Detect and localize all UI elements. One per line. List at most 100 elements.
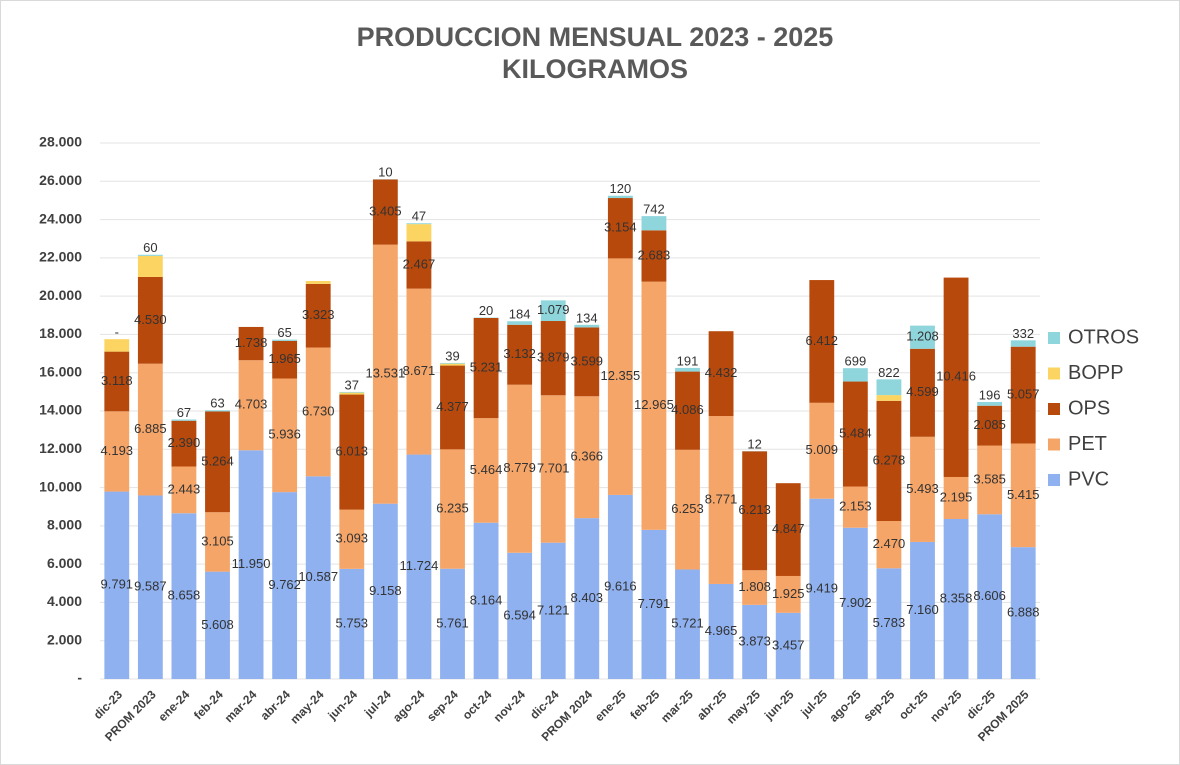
- bar-segment: [406, 241, 432, 289]
- bar-segment: [272, 378, 298, 493]
- bar-segment: [809, 498, 835, 679]
- data-label: 2.195: [940, 489, 973, 504]
- bar-segment: [205, 512, 230, 572]
- bar-segment: [137, 363, 163, 496]
- bar-segment: [910, 436, 935, 542]
- data-label: 5.264: [201, 453, 234, 468]
- bar-segment: [238, 450, 264, 679]
- bar-segment: [641, 230, 667, 282]
- bar-segment: [977, 514, 1003, 679]
- bar-segment: [507, 552, 533, 679]
- legend-swatch: [1048, 474, 1060, 486]
- bar-segment: [876, 568, 902, 679]
- bar-segment: [910, 348, 935, 437]
- bar-segment: [708, 331, 734, 417]
- data-label: 5.415: [1007, 487, 1040, 502]
- bar-segment: [272, 339, 298, 341]
- data-label: 4.086: [671, 402, 704, 417]
- bar-segment: [1010, 443, 1036, 548]
- bar-segment: [540, 395, 566, 543]
- bar-segment: [440, 362, 465, 364]
- bar-segment: [809, 280, 835, 403]
- bar-segment: [440, 365, 465, 450]
- y-tick-label: 26.000: [39, 172, 82, 188]
- bar-segment: [205, 571, 230, 679]
- y-tick-label: 18.000: [39, 325, 82, 341]
- bar-segment: [540, 542, 566, 679]
- data-label: 4.965: [705, 623, 738, 638]
- data-label: 10.416: [936, 369, 976, 384]
- bar-segment: [406, 223, 432, 225]
- bar-segment: [607, 258, 633, 495]
- bar-segment: [339, 391, 365, 393]
- bar-segment: [238, 326, 264, 361]
- data-label: 3.323: [302, 307, 335, 322]
- data-label: 822: [878, 365, 900, 380]
- data-label: 9.587: [134, 579, 167, 594]
- data-label: 8.658: [168, 588, 201, 603]
- data-label: 4.377: [436, 399, 469, 414]
- bar-segment: [742, 451, 768, 571]
- bar-segment: [675, 371, 700, 450]
- data-label: 1.808: [738, 579, 771, 594]
- y-tick-label: 10.000: [39, 478, 82, 494]
- data-label: 2.153: [839, 499, 872, 514]
- data-label: 5.231: [470, 359, 503, 374]
- bar-segment: [842, 381, 868, 487]
- bar-segment: [440, 568, 465, 679]
- data-label: 699: [845, 354, 867, 369]
- data-label: 13.531: [365, 366, 405, 381]
- y-tick-label: 8.000: [47, 517, 82, 533]
- legend-swatch: [1048, 367, 1060, 380]
- data-label: 5.936: [268, 427, 301, 442]
- data-label: 2.683: [638, 247, 671, 262]
- data-label: 5.753: [336, 615, 369, 630]
- legend-swatch: [1048, 332, 1060, 344]
- data-label: 3.879: [537, 350, 570, 365]
- bar-segment: [272, 492, 298, 679]
- bar-segment: [305, 281, 331, 284]
- bar-segment: [943, 476, 969, 520]
- data-label: 1.079: [537, 302, 570, 317]
- data-label: 8.771: [705, 491, 738, 506]
- data-label: 9.158: [369, 583, 402, 598]
- data-label: 5.057: [1007, 387, 1040, 402]
- data-label: 191: [677, 353, 699, 368]
- bar-segment: [171, 419, 197, 421]
- legend-label: OTROS: [1068, 326, 1139, 348]
- bar-segment: [742, 570, 768, 605]
- data-label: 1.965: [268, 351, 301, 366]
- bar-segment: [171, 420, 197, 467]
- bar-segment: [339, 394, 365, 510]
- bar-segment: [607, 198, 633, 259]
- bar-segment: [876, 521, 902, 569]
- bar-segment: [137, 495, 163, 679]
- bar-segment: [977, 445, 1003, 515]
- y-tick-label: 6.000: [47, 555, 82, 571]
- bar-segment: [943, 277, 969, 477]
- data-label: 3.405: [369, 204, 402, 219]
- data-label: 3.105: [201, 533, 234, 548]
- data-label: 8.671: [403, 363, 436, 378]
- data-label: 37: [345, 377, 359, 392]
- data-label: 7.160: [906, 602, 939, 617]
- bar-segment: [775, 612, 801, 679]
- data-label: 6.278: [873, 452, 906, 467]
- bar-segment: [675, 569, 700, 679]
- bar-segment: [171, 466, 197, 514]
- legend-swatch: [1048, 438, 1060, 451]
- data-label: 12.355: [600, 368, 640, 383]
- bar-segment: [540, 300, 566, 322]
- bar-segment: [910, 541, 935, 679]
- data-label: 65: [277, 325, 291, 340]
- data-label: 11.950: [232, 556, 271, 571]
- chart-title: PRODUCCION MENSUAL 2023 - 2025: [357, 22, 834, 52]
- data-label: 3.132: [503, 346, 536, 361]
- bar-segment: [205, 410, 230, 412]
- data-label: 10.587: [298, 569, 338, 584]
- bar-segment: [574, 396, 600, 519]
- bar-segment: [507, 321, 533, 325]
- bar-segment: [238, 360, 264, 451]
- bar-segment: [440, 449, 465, 569]
- data-label: -: [115, 325, 119, 340]
